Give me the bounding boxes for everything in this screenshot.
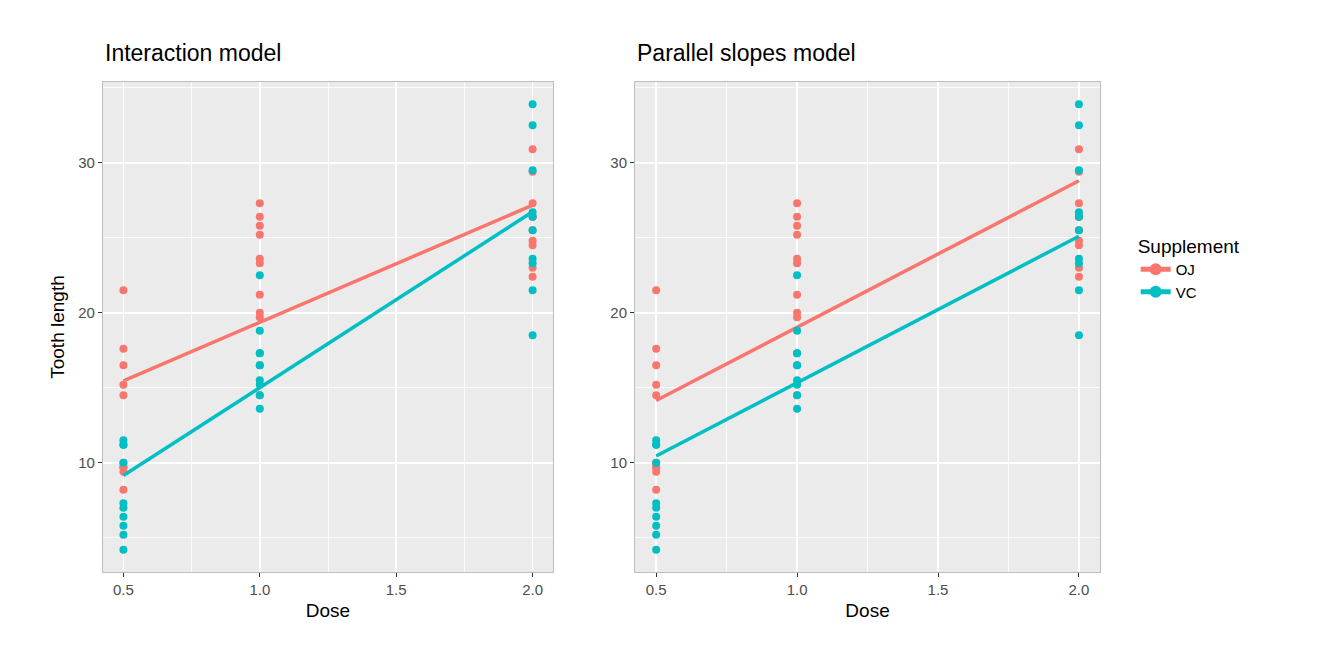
svg-text:VC: VC [1176,284,1197,301]
svg-text:10: 10 [610,454,627,471]
svg-text:0.5: 0.5 [113,581,134,598]
svg-text:30: 30 [78,154,95,171]
svg-text:2.0: 2.0 [522,581,543,598]
svg-text:Interaction model: Interaction model [105,40,281,66]
svg-text:Dose: Dose [845,600,889,621]
svg-text:20: 20 [78,304,95,321]
svg-text:20: 20 [610,304,627,321]
svg-text:1.0: 1.0 [249,581,270,598]
svg-text:Supplement: Supplement [1138,236,1240,257]
svg-text:OJ: OJ [1176,261,1195,278]
svg-text:1.5: 1.5 [386,581,407,598]
svg-text:Parallel slopes model: Parallel slopes model [637,40,856,66]
svg-text:1.0: 1.0 [787,581,808,598]
svg-text:2.0: 2.0 [1069,581,1090,598]
svg-text:10: 10 [78,454,95,471]
svg-text:30: 30 [610,154,627,171]
svg-text:Dose: Dose [306,600,350,621]
svg-text:Tooth length: Tooth length [47,275,68,379]
svg-text:0.5: 0.5 [646,581,667,598]
svg-text:1.5: 1.5 [928,581,949,598]
